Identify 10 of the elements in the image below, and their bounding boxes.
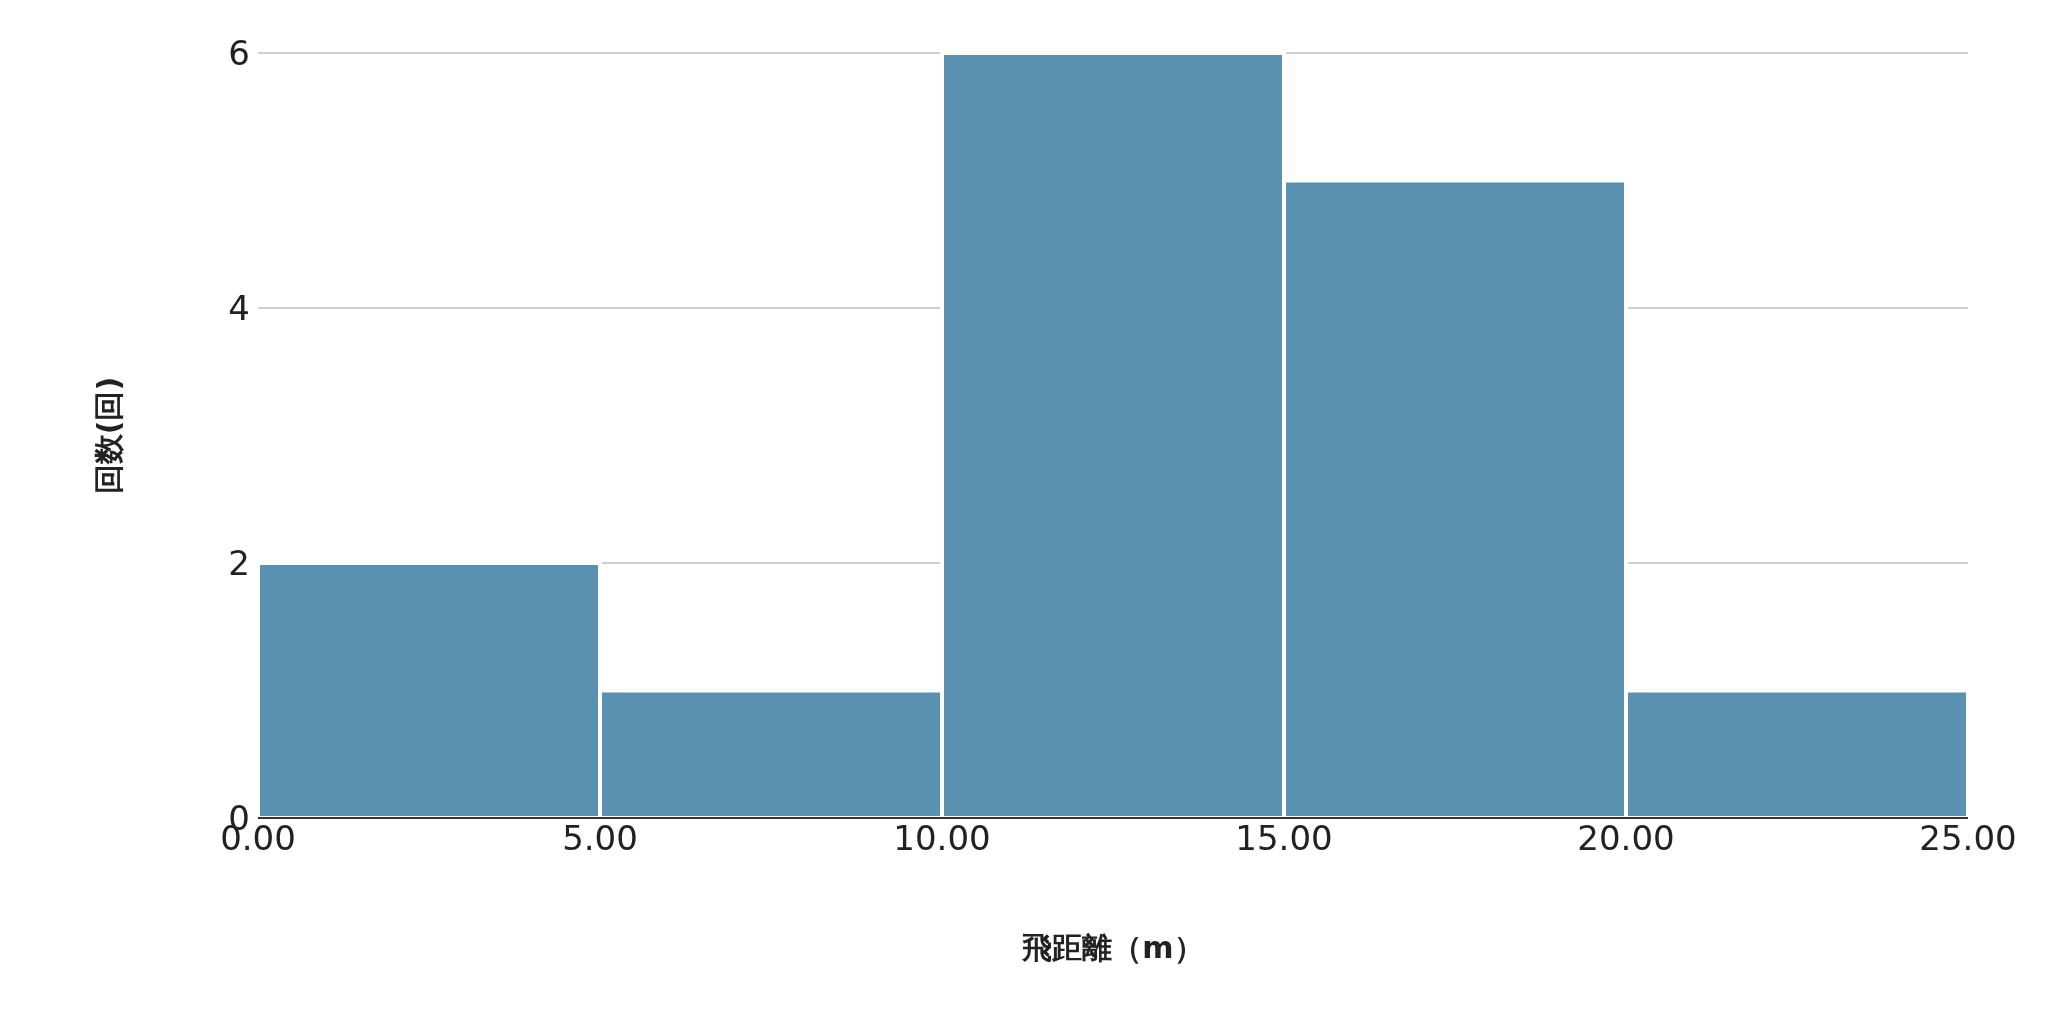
x-tick-label: 25.00 — [1919, 818, 2017, 859]
x-tick-label: 20.00 — [1577, 818, 1675, 859]
y-tick-label: 6 — [228, 33, 250, 74]
x-tick-label: 15.00 — [1235, 818, 1333, 859]
x-tick-label: 5.00 — [562, 818, 638, 859]
y-tick-label: 4 — [228, 288, 250, 329]
x-tick-label: 10.00 — [893, 818, 991, 859]
y-axis-title: 回数(回) — [90, 376, 126, 495]
y-tick-label: 2 — [228, 543, 250, 584]
x-axis-title: 飛距離（m） — [1021, 930, 1204, 965]
